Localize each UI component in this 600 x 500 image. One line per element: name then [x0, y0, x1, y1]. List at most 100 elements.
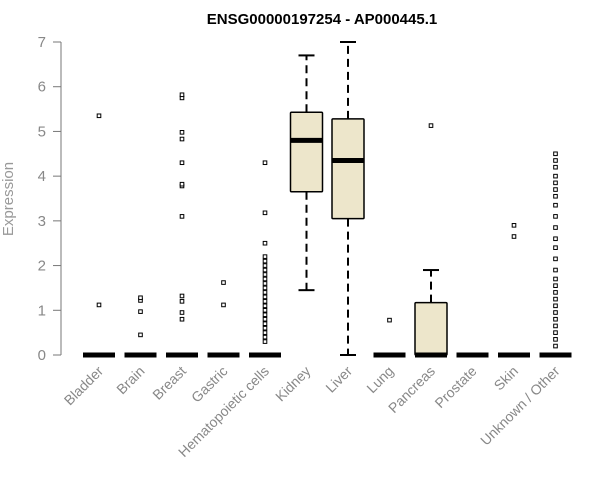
outlier-point: [553, 330, 558, 335]
outlier-point: [553, 187, 558, 192]
outlier-point: [262, 267, 268, 273]
outlier-point: [138, 295, 143, 301]
outlier-point: [179, 316, 185, 322]
chart-marks: [83, 41, 572, 358]
outlier-point: [262, 334, 268, 340]
outlier-point: [262, 272, 268, 277]
x-tick-label: Liver: [322, 363, 355, 396]
y-tick-label: 7: [38, 34, 46, 51]
y-axis-label: Expression: [0, 162, 17, 236]
outlier-point: [387, 317, 392, 323]
outlier-point: [179, 310, 185, 315]
x-tick-label: Lung: [363, 363, 396, 396]
outlier-point: [553, 283, 558, 288]
outlier-point: [553, 180, 558, 186]
outlier-point: [262, 294, 268, 300]
outlier-point: [262, 276, 268, 282]
outlier-point: [262, 299, 268, 304]
outlier-point: [262, 263, 268, 268]
box-gastric: [207, 280, 240, 358]
box-body: [414, 301, 448, 356]
outlier-point: [553, 164, 558, 170]
outlier-point: [262, 258, 268, 264]
outlier-point: [553, 256, 558, 262]
box-body: [331, 118, 365, 220]
outlier-point: [262, 330, 268, 335]
outlier-point: [138, 309, 143, 314]
outlier-point: [262, 290, 268, 295]
outlier-point: [553, 276, 558, 282]
outlier-point: [262, 321, 268, 326]
y-tick-label: 0: [38, 347, 46, 364]
outlier-point: [553, 151, 558, 157]
outlier-point: [262, 325, 268, 331]
outlier-point: [553, 158, 558, 163]
box-liver: [331, 41, 365, 356]
box-pancreas: [414, 123, 448, 358]
outlier-point: [553, 173, 558, 179]
outlier-point: [262, 316, 268, 322]
x-tick-label: Skin: [491, 363, 522, 394]
y-tick-label: 2: [38, 258, 46, 275]
outlier-point: [553, 337, 558, 342]
outlier-point: [553, 236, 558, 242]
outlier-point: [179, 181, 185, 187]
outlier-point: [221, 302, 226, 308]
outlier-point: [553, 303, 558, 309]
outlier-point: [179, 293, 185, 299]
outlier-point: [179, 130, 185, 135]
y-tick-label: 1: [38, 302, 46, 319]
outlier-point: [511, 234, 517, 239]
outlier-point: [138, 332, 143, 338]
x-tick-label: Prostate: [431, 363, 479, 411]
outlier-point: [262, 339, 268, 344]
outlier-point: [179, 136, 185, 142]
outlier-point: [553, 310, 558, 315]
x-tick-label: Unknown / Other: [477, 363, 563, 449]
box-brain: [124, 295, 157, 358]
y-tick-label: 5: [38, 123, 46, 140]
box-lung: [373, 317, 406, 358]
x-tick-label: Breast: [149, 363, 189, 403]
outlier-point: [262, 312, 268, 318]
outlier-point: [262, 307, 268, 313]
box-kidney: [289, 54, 324, 292]
outlier-point: [553, 343, 558, 349]
outlier-point: [553, 290, 558, 295]
x-tick-label: Kidney: [272, 363, 314, 405]
outlier-point: [511, 223, 517, 228]
box-hematopoietic-cells: [249, 160, 281, 358]
box-breast: [166, 92, 198, 358]
box-unknown-other: [539, 151, 572, 358]
outlier-point: [553, 245, 558, 250]
outlier-point: [179, 160, 185, 166]
outlier-point: [553, 323, 558, 329]
outlier-point: [553, 296, 558, 302]
outlier-point: [553, 214, 558, 219]
outlier-point: [262, 281, 268, 286]
outlier-point: [553, 267, 558, 273]
outlier-point: [262, 254, 268, 259]
x-tick-label: Brain: [113, 363, 147, 397]
outlier-point: [262, 285, 268, 291]
outlier-point: [428, 123, 434, 128]
outlier-point: [96, 113, 102, 119]
outlier-point: [221, 280, 226, 285]
outlier-point: [262, 303, 268, 309]
y-tick-label: 3: [38, 213, 46, 230]
box-bladder: [83, 113, 115, 358]
y-tick-label: 4: [38, 168, 46, 185]
outlier-point: [96, 302, 102, 308]
chart-title: ENSG00000197254 - AP000445.1: [207, 11, 437, 28]
outlier-point: [553, 202, 558, 208]
x-tick-label: Bladder: [61, 363, 107, 409]
outlier-point: [553, 316, 558, 322]
outlier-point: [179, 299, 185, 304]
outlier-point: [553, 193, 558, 199]
box-skin: [498, 223, 530, 358]
outlier-point: [553, 225, 558, 230]
outlier-point: [179, 92, 185, 98]
box-body: [289, 111, 324, 193]
